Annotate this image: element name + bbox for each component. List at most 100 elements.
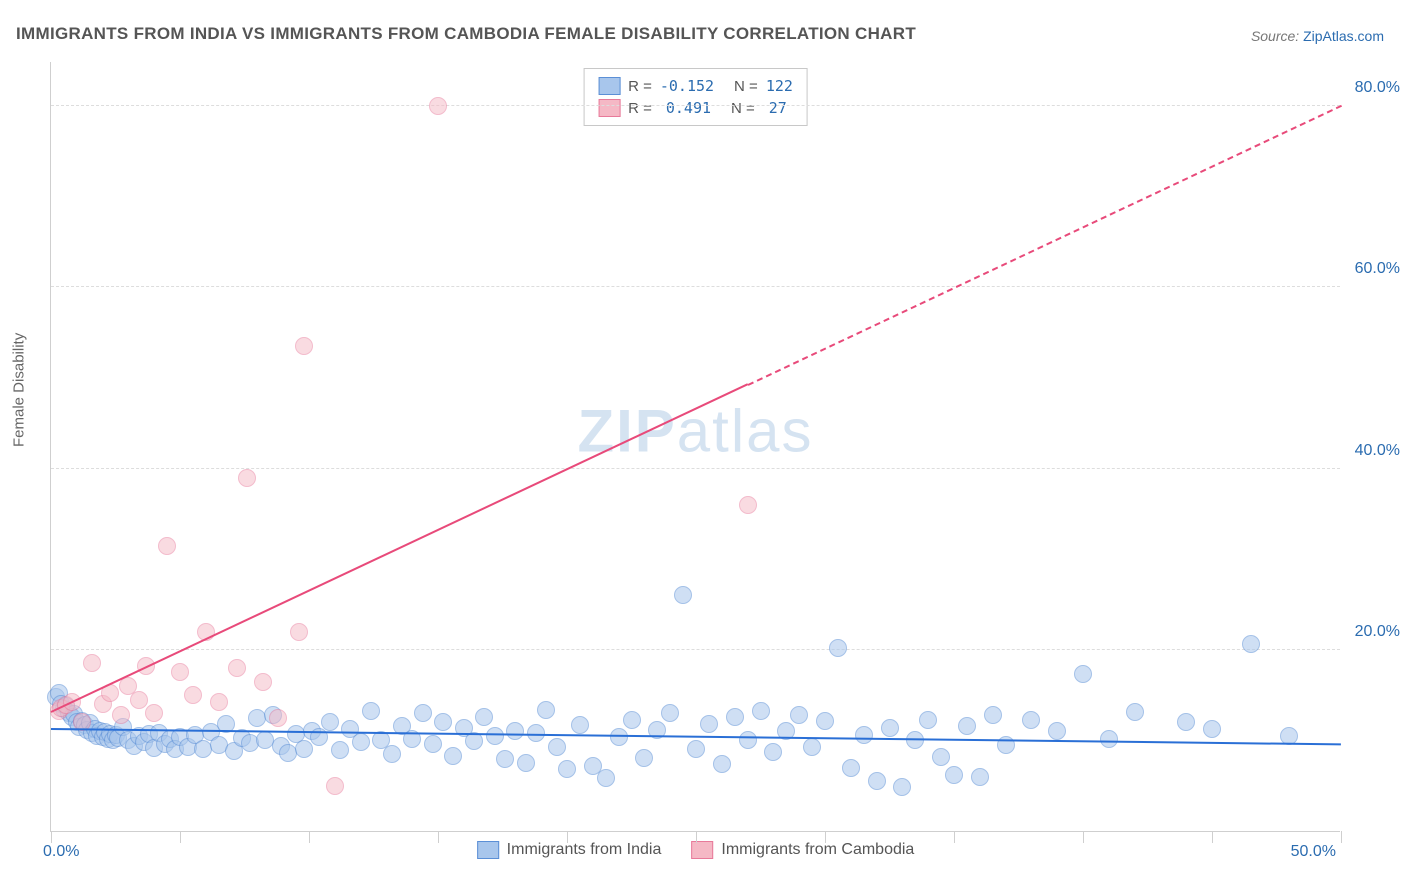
data-point-india — [295, 740, 313, 758]
data-point-india — [537, 701, 555, 719]
data-point-cambodia — [739, 496, 757, 514]
x-tick — [180, 831, 181, 843]
data-point-india — [764, 743, 782, 761]
data-point-india — [893, 778, 911, 796]
data-point-india — [352, 733, 370, 751]
data-point-india — [687, 740, 705, 758]
data-point-cambodia — [228, 659, 246, 677]
data-point-cambodia — [254, 673, 272, 691]
x-tick — [1341, 831, 1342, 843]
data-point-cambodia — [429, 97, 447, 115]
swatch-india-icon — [477, 841, 499, 859]
data-point-india — [958, 717, 976, 735]
data-point-india — [1177, 713, 1195, 731]
gridline — [51, 649, 1340, 650]
data-point-india — [790, 706, 808, 724]
data-point-india — [803, 738, 821, 756]
source-attribution: Source: ZipAtlas.com — [1251, 28, 1384, 44]
data-point-india — [842, 759, 860, 777]
data-point-india — [321, 713, 339, 731]
data-point-india — [1074, 665, 1092, 683]
data-point-india — [635, 749, 653, 767]
legend-label-india: Immigrants from India — [507, 841, 662, 859]
x-tick — [309, 831, 310, 843]
x-tick — [1083, 831, 1084, 843]
data-point-cambodia — [130, 691, 148, 709]
x-tick — [954, 831, 955, 843]
data-point-india — [1022, 711, 1040, 729]
data-point-india — [816, 712, 834, 730]
chart-title: IMMIGRANTS FROM INDIA VS IMMIGRANTS FROM… — [16, 24, 916, 44]
legend-label-cambodia: Immigrants from Cambodia — [721, 841, 914, 859]
swatch-cambodia-icon — [691, 841, 713, 859]
stat-n-label: N = — [731, 100, 755, 117]
data-point-cambodia — [295, 337, 313, 355]
x-axis-max-label: 50.0% — [1291, 843, 1336, 861]
x-tick — [567, 831, 568, 843]
data-point-india — [713, 755, 731, 773]
data-point-india — [752, 702, 770, 720]
x-axis-min-label: 0.0% — [43, 843, 79, 861]
y-tick-label: 60.0% — [1355, 260, 1400, 278]
data-point-cambodia — [83, 654, 101, 672]
gridline — [51, 286, 1340, 287]
data-point-india — [1242, 635, 1260, 653]
y-tick-label: 40.0% — [1355, 442, 1400, 460]
legend-stats-row-cambodia: R = 0.491 N = 27 — [598, 97, 793, 119]
stat-r-label: R = — [628, 78, 652, 95]
data-point-india — [1203, 720, 1221, 738]
data-point-india — [623, 711, 641, 729]
data-point-india — [739, 731, 757, 749]
data-point-india — [331, 741, 349, 759]
swatch-cambodia-icon — [598, 99, 620, 117]
data-point-cambodia — [112, 706, 130, 724]
y-tick-label: 20.0% — [1355, 623, 1400, 641]
data-point-india — [906, 731, 924, 749]
data-point-india — [984, 706, 1002, 724]
data-point-india — [661, 704, 679, 722]
x-tick — [438, 831, 439, 843]
data-point-india — [444, 747, 462, 765]
data-point-india — [558, 760, 576, 778]
x-tick — [51, 831, 52, 843]
data-point-india — [971, 768, 989, 786]
data-point-india — [726, 708, 744, 726]
plot-area: Female Disability ZIPatlas R = -0.152 N … — [50, 62, 1340, 832]
x-tick — [696, 831, 697, 843]
stat-n-cambodia: 27 — [769, 99, 787, 117]
stat-r-label: R = — [628, 100, 652, 117]
data-point-india — [945, 766, 963, 784]
y-tick-label: 80.0% — [1355, 79, 1400, 97]
source-prefix: Source: — [1251, 28, 1303, 44]
data-point-cambodia — [269, 709, 287, 727]
data-point-india — [486, 727, 504, 745]
data-point-india — [496, 750, 514, 768]
data-point-india — [674, 586, 692, 604]
data-point-india — [855, 726, 873, 744]
data-point-cambodia — [171, 663, 189, 681]
data-point-india — [932, 748, 950, 766]
trendline — [51, 384, 748, 714]
data-point-india — [881, 719, 899, 737]
data-point-india — [700, 715, 718, 733]
data-point-india — [424, 735, 442, 753]
source-name[interactable]: ZipAtlas.com — [1303, 28, 1384, 44]
data-point-india — [1126, 703, 1144, 721]
data-point-india — [383, 745, 401, 763]
data-point-india — [475, 708, 493, 726]
x-tick — [825, 831, 826, 843]
y-axis-label: Female Disability — [11, 332, 28, 446]
data-point-india — [362, 702, 380, 720]
legend-stats: R = -0.152 N = 122 R = 0.491 N = 27 — [583, 68, 808, 126]
stat-n-india: 122 — [766, 77, 793, 95]
data-point-cambodia — [326, 777, 344, 795]
data-point-india — [434, 713, 452, 731]
x-tick — [1212, 831, 1213, 843]
stat-r-cambodia: 0.491 — [666, 99, 711, 117]
swatch-india-icon — [598, 77, 620, 95]
trendline — [747, 104, 1341, 385]
legend-stats-row-india: R = -0.152 N = 122 — [598, 75, 793, 97]
data-point-india — [414, 704, 432, 722]
stat-n-label: N = — [734, 78, 758, 95]
data-point-india — [506, 722, 524, 740]
